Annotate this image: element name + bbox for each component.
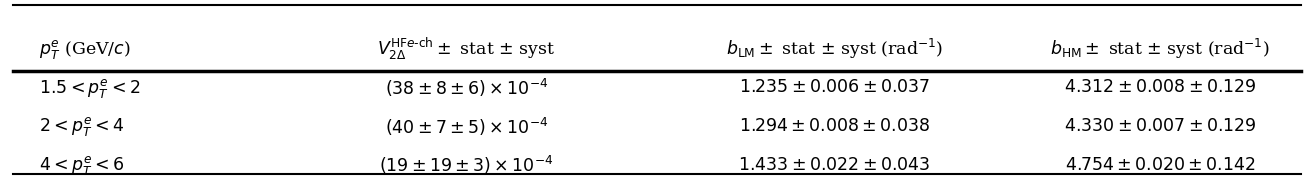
Text: $1.5 < p_T^e < 2$: $1.5 < p_T^e < 2$ (39, 77, 141, 99)
Text: $2 < p_T^e < 4$: $2 < p_T^e < 4$ (39, 115, 125, 138)
Text: $4 < p_T^e < 6$: $4 < p_T^e < 6$ (39, 154, 125, 176)
Text: $(40 \pm 7 \pm 5) \times 10^{-4}$: $(40 \pm 7 \pm 5) \times 10^{-4}$ (385, 116, 548, 138)
Text: $4.754 \pm 0.020 \pm 0.142$: $4.754 \pm 0.020 \pm 0.142$ (1064, 157, 1256, 174)
Text: $1.433 \pm 0.022 \pm 0.043$: $1.433 \pm 0.022 \pm 0.043$ (738, 157, 930, 174)
Text: $b_{\mathrm{LM}} \pm$ stat $\pm$ syst (rad$^{-1}$): $b_{\mathrm{LM}} \pm$ stat $\pm$ syst (r… (725, 37, 943, 61)
Text: $V_{2\Delta}^{\mathrm{HF}e\text{-ch}} \pm$ stat $\pm$ syst: $V_{2\Delta}^{\mathrm{HF}e\text{-ch}} \p… (377, 36, 556, 62)
Text: $(19 \pm 19 \pm 3) \times 10^{-4}$: $(19 \pm 19 \pm 3) \times 10^{-4}$ (380, 154, 553, 176)
Text: $1.294 \pm 0.008 \pm 0.038$: $1.294 \pm 0.008 \pm 0.038$ (738, 118, 930, 135)
Text: $4.312 \pm 0.008 \pm 0.129$: $4.312 \pm 0.008 \pm 0.129$ (1064, 80, 1256, 96)
Text: $(38 \pm 8 \pm 6) \times 10^{-4}$: $(38 \pm 8 \pm 6) \times 10^{-4}$ (385, 77, 548, 99)
Text: $p_T^e$ (GeV/$c$): $p_T^e$ (GeV/$c$) (39, 38, 131, 61)
Text: $1.235 \pm 0.006 \pm 0.037$: $1.235 \pm 0.006 \pm 0.037$ (738, 80, 930, 96)
Text: $b_{\mathrm{HM}} \pm$ stat $\pm$ syst (rad$^{-1}$): $b_{\mathrm{HM}} \pm$ stat $\pm$ syst (r… (1050, 37, 1271, 61)
Text: $4.330 \pm 0.007 \pm 0.129$: $4.330 \pm 0.007 \pm 0.129$ (1064, 118, 1256, 135)
